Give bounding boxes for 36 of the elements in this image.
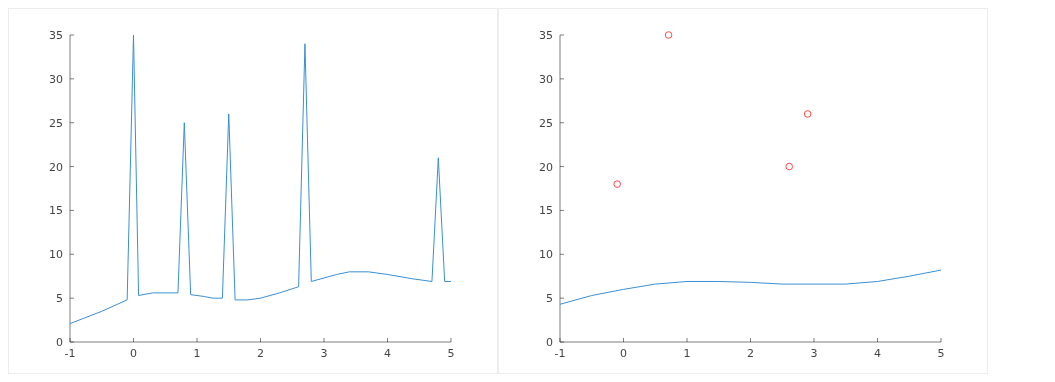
y-tick-label: 15 bbox=[539, 204, 553, 218]
x-tick-label: 1 bbox=[683, 347, 691, 360]
y-tick-label: 10 bbox=[49, 248, 63, 262]
y-tick-label: 20 bbox=[49, 160, 63, 174]
y-tick-label: 25 bbox=[49, 116, 63, 130]
x-tick-label: 3 bbox=[320, 347, 328, 360]
y-tick-label: 30 bbox=[539, 72, 553, 86]
x-tick-label: 4 bbox=[874, 347, 881, 360]
x-tick-label: 4 bbox=[384, 347, 391, 360]
x-tick-label: 5 bbox=[937, 347, 945, 360]
point bbox=[803, 110, 812, 118]
x-tick-label: 1 bbox=[193, 347, 201, 360]
y-tick-label: 5 bbox=[56, 292, 63, 306]
x-tick-label: 2 bbox=[257, 347, 264, 360]
point bbox=[664, 31, 673, 39]
point bbox=[785, 162, 794, 171]
y-tick-label: 0 bbox=[546, 336, 553, 349]
y-tick-label: 35 bbox=[539, 29, 553, 42]
y-tick-label: 30 bbox=[49, 72, 63, 86]
x-tick-label: 0 bbox=[620, 347, 627, 360]
y-tick-label: 35 bbox=[49, 29, 63, 42]
y-tick-label: 5 bbox=[546, 292, 553, 306]
y-tick-label: 15 bbox=[49, 204, 63, 218]
line-series bbox=[559, 269, 942, 305]
x-tick-label: -1 bbox=[64, 347, 76, 360]
x-tick-label: 0 bbox=[130, 347, 137, 360]
y-tick-label: 10 bbox=[539, 248, 553, 262]
point bbox=[613, 180, 621, 188]
x-tick-label: 2 bbox=[747, 347, 754, 360]
y-tick-label: 20 bbox=[539, 160, 553, 174]
x-tick-label: 3 bbox=[810, 347, 818, 360]
y-tick-label: 0 bbox=[56, 336, 63, 349]
x-tick-label: -1 bbox=[554, 347, 566, 360]
x-tick-label: 5 bbox=[447, 347, 455, 360]
line-series bbox=[69, 34, 452, 325]
y-tick-label: 25 bbox=[539, 116, 553, 130]
